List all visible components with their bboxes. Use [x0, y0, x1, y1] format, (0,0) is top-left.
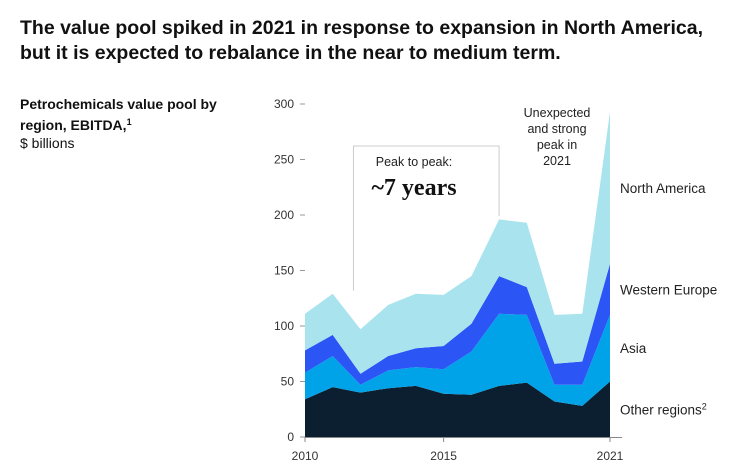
area-other-regions [305, 381, 610, 437]
spike-annotation-line-3: peak in [537, 138, 577, 152]
y-tick-label: 250 [274, 153, 294, 167]
y-tick-label: 100 [274, 319, 294, 333]
x-axis: 2010 2015 2021 [292, 437, 624, 463]
series-label-western-europe: Western Europe [620, 282, 717, 297]
x-tick-label: 2015 [430, 449, 457, 463]
y-tick-label: 0 [287, 430, 294, 444]
series-label-asia: Asia [620, 341, 647, 356]
series-label-other-regions: Other regions2 [620, 401, 707, 417]
x-tick-label: 2010 [292, 449, 319, 463]
peak-to-peak-bracket [352, 145, 500, 291]
x-tick-label: 2021 [597, 449, 624, 463]
series-label-north-america: North America [620, 181, 706, 196]
spike-annotation-line-4: 2021 [543, 154, 571, 168]
y-tick-label: 50 [281, 375, 295, 389]
y-axis: 0 50 100 150 200 250 300 [274, 97, 305, 444]
y-tick-label: 200 [274, 208, 294, 222]
area-asia [305, 313, 610, 406]
area-western-europe [305, 263, 610, 385]
peak-to-peak-value: ~7 years [371, 175, 456, 201]
series-labels: Other regions2 Asia Western Europe North Am… [620, 181, 717, 417]
stacked-areas [305, 111, 610, 437]
y-axis-unit: $ billions [20, 135, 75, 151]
y-axis-label-main: Petrochemicals value pool by region, EBI… [20, 96, 217, 133]
footnote-marker-2: 2 [702, 401, 707, 411]
footnote-marker-1: 1 [126, 117, 132, 127]
area-north-america [305, 111, 610, 374]
peak-to-peak-label: Peak to peak: [376, 155, 452, 169]
spike-annotation-line-2: and strong [527, 122, 586, 136]
spike-annotation-line-1: Unexpected [524, 106, 591, 120]
y-tick-label: 300 [274, 97, 294, 111]
y-axis-label: Petrochemicals value pool by region, EBI… [20, 95, 240, 152]
chart-title: The value pool spiked in 2021 in respons… [20, 17, 704, 64]
y-tick-label: 150 [274, 264, 294, 278]
